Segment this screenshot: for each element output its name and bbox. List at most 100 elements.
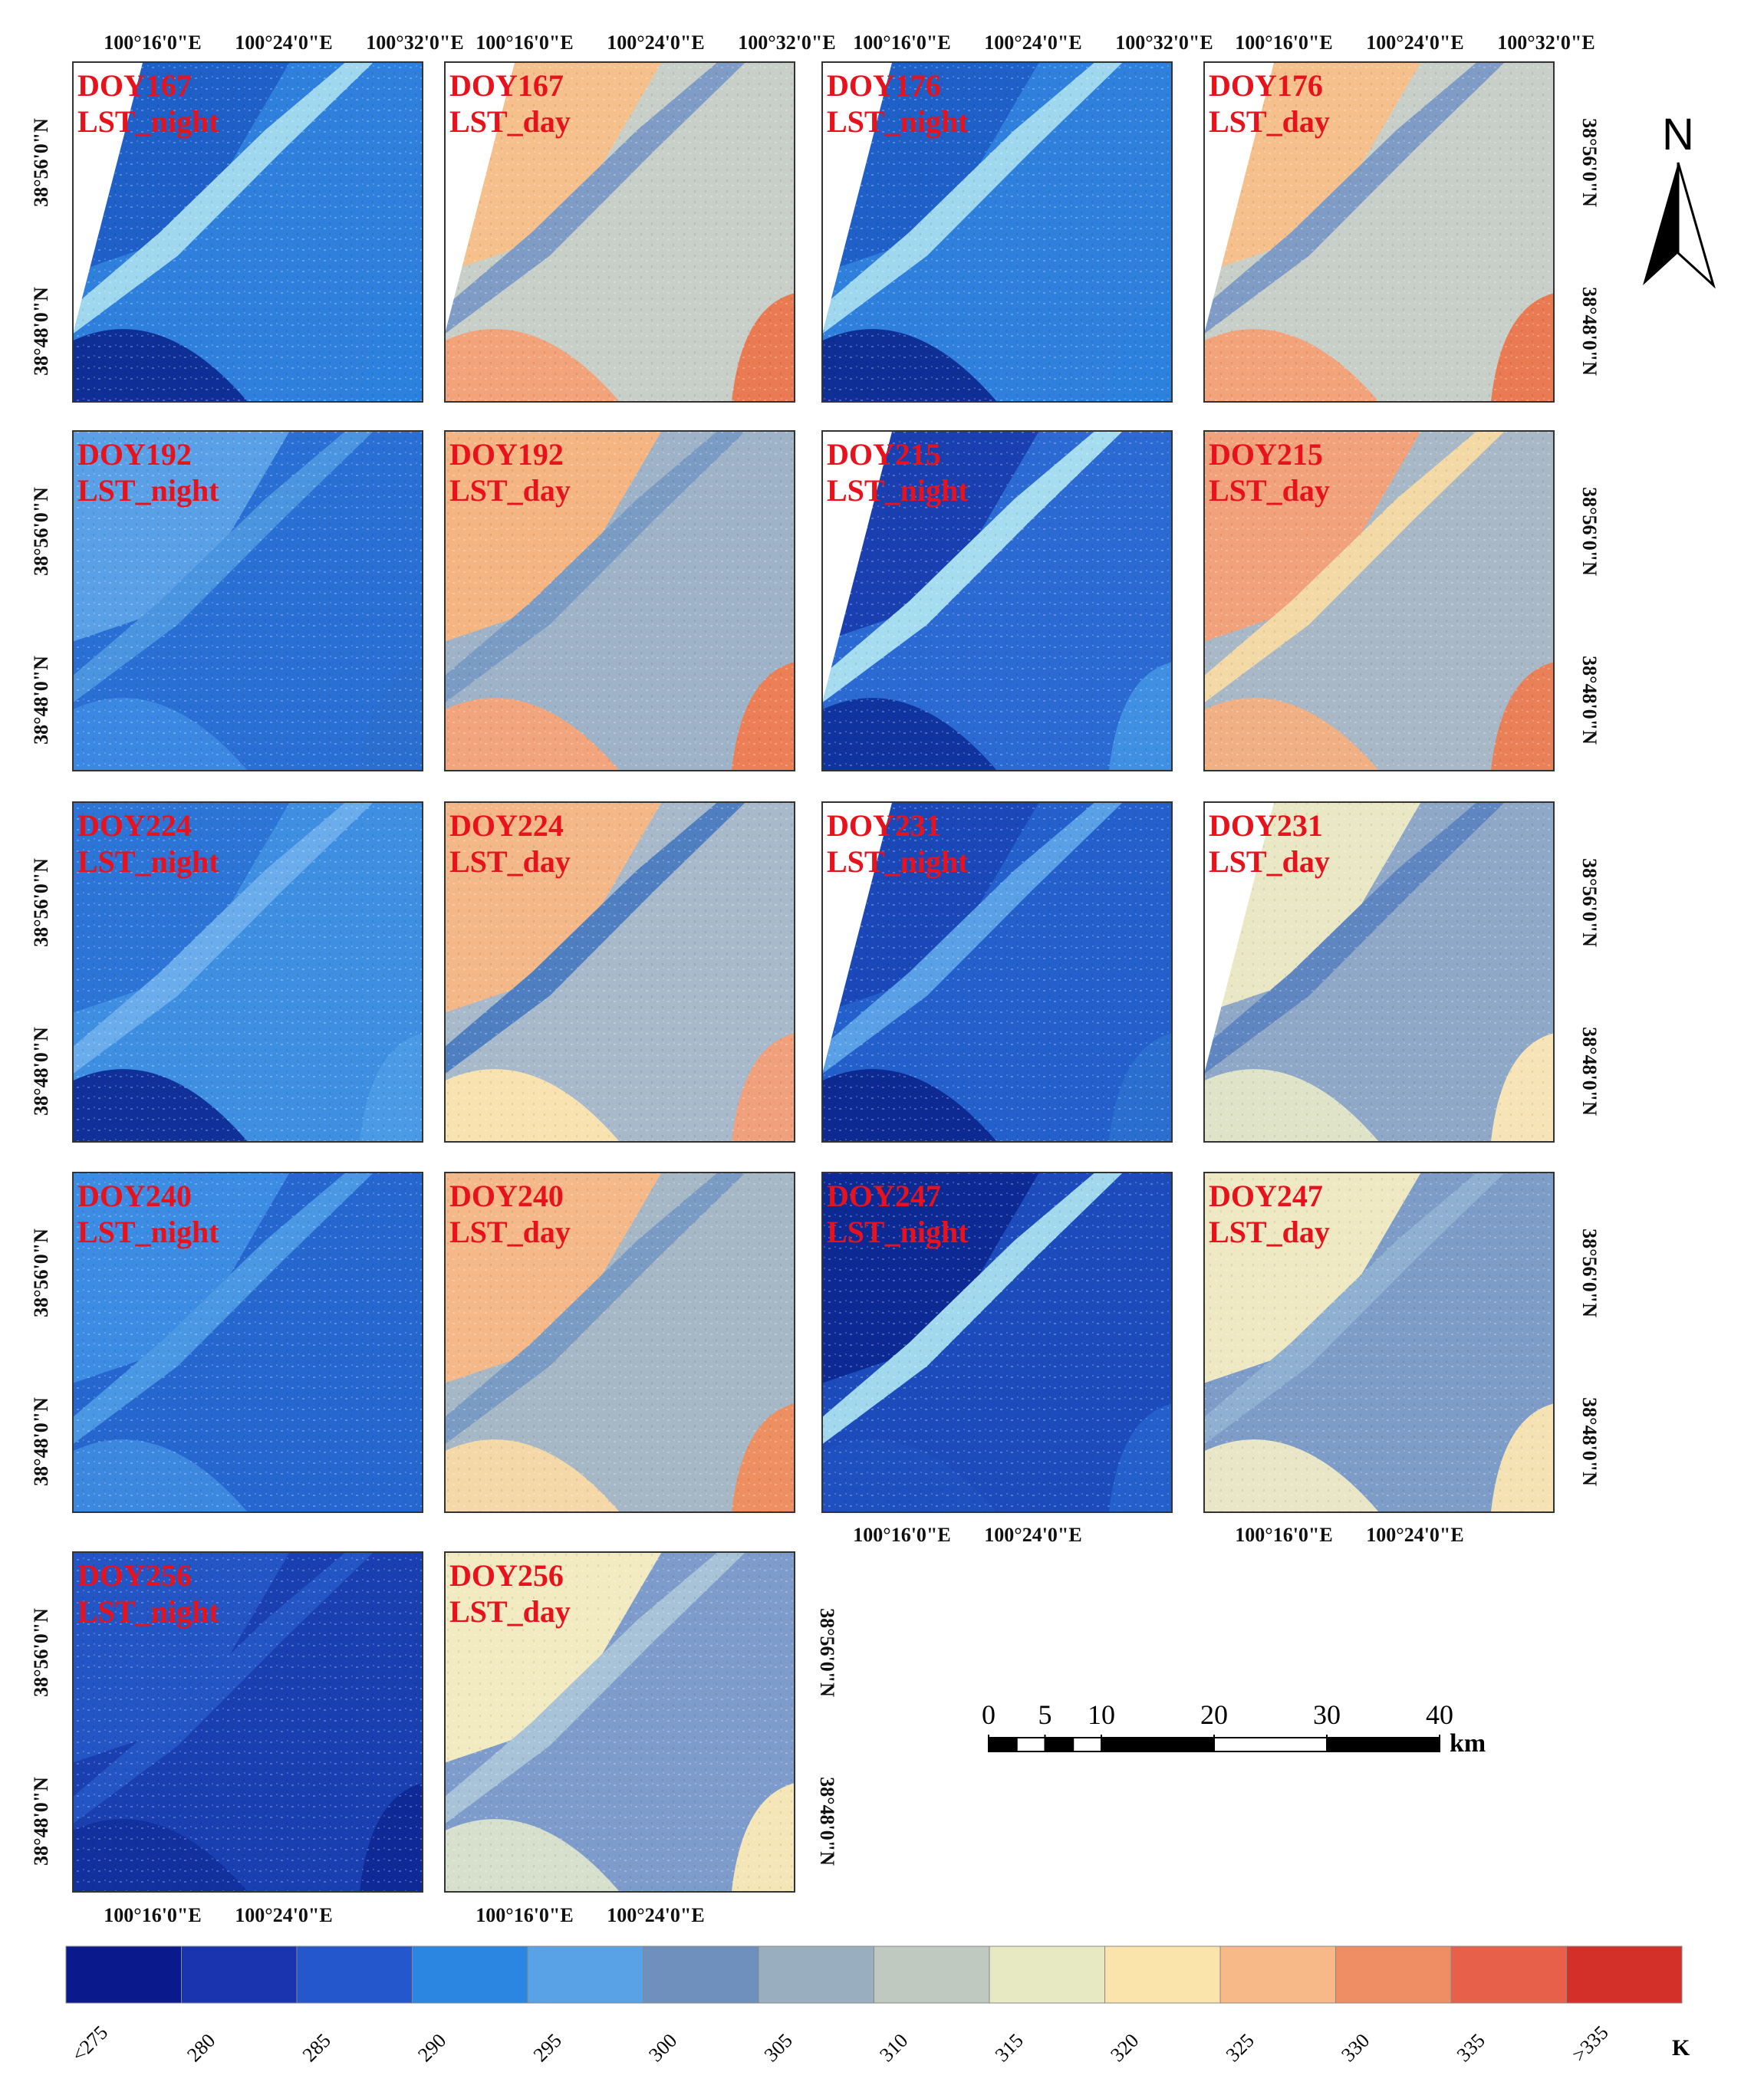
legend-label: 310 (875, 2029, 912, 2066)
legend-label: 280 (183, 2029, 219, 2066)
panel-doy: DOY215 (827, 437, 941, 472)
no-data-wedge (822, 431, 893, 703)
lon-label: 100°24'0"E (1366, 31, 1463, 54)
panel-frame (821, 430, 1173, 771)
map-panel (822, 431, 1172, 771)
panel-frame (1203, 1172, 1555, 1513)
scale-segment (1072, 1737, 1102, 1752)
panel-kind: LST_day (449, 1215, 571, 1249)
no-data-wedge (1204, 62, 1275, 334)
scale-segment (1044, 1737, 1075, 1752)
texture (73, 802, 423, 1142)
texture (1204, 431, 1554, 771)
scale-label: 20 (1200, 1699, 1228, 1730)
panel-frame (72, 1551, 423, 1893)
legend-swatch (1104, 1946, 1221, 2004)
panel-doy: DOY256 (77, 1558, 192, 1593)
no-data-wedge (1204, 802, 1275, 1074)
panel-kind: LST_night (77, 1215, 219, 1249)
panel-kind: LST_day (1209, 1215, 1330, 1249)
legend-swatch (1566, 1946, 1683, 2004)
panel-kind: LST_night (827, 1215, 969, 1249)
map-panel (445, 1173, 795, 1512)
no-data-wedge (73, 62, 143, 334)
legend-label: 320 (1106, 2029, 1143, 2066)
scale-segment (1326, 1737, 1440, 1752)
lon-label: 100°16'0"E (476, 1904, 573, 1926)
panel-kind: LST_night (77, 104, 219, 139)
panel-kind: LST_day (449, 1594, 571, 1629)
legend-swatch (758, 1946, 874, 2004)
legend-swatch (1219, 1946, 1336, 2004)
panel-doy: DOY240 (77, 1179, 192, 1213)
panel-kind: LST_day (449, 104, 571, 139)
legend-swatch (1335, 1946, 1452, 2004)
texture (445, 802, 795, 1142)
panel-frame (444, 1172, 795, 1513)
legend-swatch (1450, 1946, 1567, 2004)
panel-frame (72, 61, 423, 403)
legend-label: >335 (1568, 2021, 1612, 2066)
panel-frame (1203, 61, 1555, 403)
panel-doy: DOY240 (449, 1179, 564, 1213)
lat-label: 38°56'0"N (1578, 487, 1601, 576)
lat-label: 38°48'0"N (30, 287, 52, 376)
map-panel (1204, 802, 1554, 1142)
texture (73, 1552, 423, 1892)
texture (73, 62, 423, 402)
texture (445, 1552, 795, 1892)
panel-doy: DOY192 (449, 437, 564, 472)
lon-label: 100°32'0"E (366, 31, 463, 54)
panel-doy: DOY256 (449, 1558, 564, 1593)
legend-label: 330 (1337, 2029, 1374, 2066)
legend-swatch (989, 1946, 1105, 2004)
panel-kind: LST_night (77, 844, 219, 879)
texture (1204, 1173, 1554, 1512)
panel-frame (444, 1551, 795, 1893)
lon-label: 100°24'0"E (235, 1904, 332, 1926)
texture (445, 431, 795, 771)
lon-label: 100°16'0"E (1235, 31, 1332, 54)
panel-kind: LST_night (827, 104, 969, 139)
panel-doy: DOY176 (827, 68, 941, 103)
scale-segment (1101, 1737, 1215, 1752)
lon-label: 100°32'0"E (738, 31, 835, 54)
panel-kind: LST_night (827, 473, 969, 508)
map-panel (73, 1173, 423, 1512)
map-panel (73, 1552, 423, 1892)
legend-label: 325 (1222, 2029, 1259, 2066)
lat-label: 38°56'0"N (30, 1608, 52, 1697)
panel-frame (444, 801, 795, 1143)
panel-doy: DOY224 (449, 808, 564, 843)
panel-doy: DOY231 (827, 808, 941, 843)
scale-label: 30 (1313, 1699, 1341, 1730)
panel-frame (72, 430, 423, 771)
lon-label: 100°24'0"E (235, 31, 332, 54)
arrow-right (1677, 162, 1716, 289)
scale-segment (1015, 1737, 1046, 1752)
legend-label: 285 (298, 2029, 335, 2066)
scale-label: 40 (1426, 1699, 1453, 1730)
map-panel (73, 62, 423, 402)
lat-label: 38°48'0"N (1578, 1027, 1601, 1116)
panel-doy: DOY176 (1209, 68, 1323, 103)
map-panel (1204, 62, 1554, 402)
lat-label: 38°56'0"N (30, 858, 52, 947)
map-panel (445, 431, 795, 771)
no-data-wedge (445, 62, 515, 334)
texture (822, 1173, 1172, 1512)
map-panel (445, 802, 795, 1142)
texture (1204, 802, 1554, 1142)
lat-label: 38°48'0"N (30, 1027, 52, 1116)
map-panel (73, 802, 423, 1142)
panel-kind: LST_day (449, 473, 571, 508)
lat-label: 38°48'0"N (1578, 656, 1601, 745)
north-label: N (1662, 110, 1694, 160)
legend-label: 335 (1453, 2029, 1489, 2066)
map-panel (822, 802, 1172, 1142)
legend-label: 315 (991, 2029, 1028, 2066)
panel-frame (72, 801, 423, 1143)
lat-label: 38°56'0"N (1578, 1228, 1601, 1317)
